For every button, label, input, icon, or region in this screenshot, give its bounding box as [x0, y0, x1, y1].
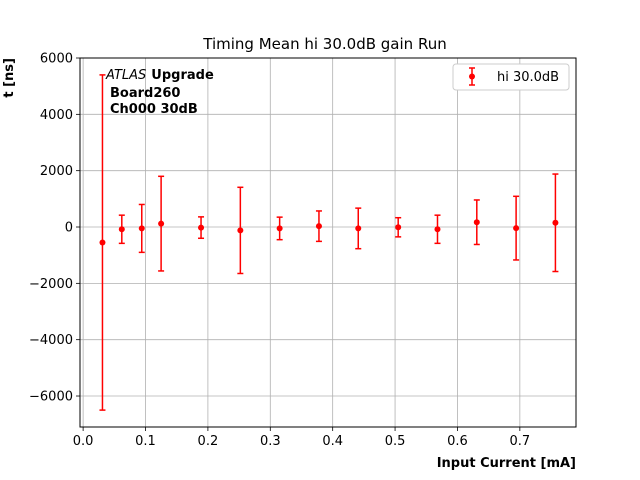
- x-tick-label: 0.0: [73, 434, 94, 449]
- x-tick-label: 0.7: [510, 434, 531, 449]
- x-axis-label: Input Current [mA]: [437, 456, 576, 471]
- x-tick-label: 0.5: [385, 434, 406, 449]
- data-marker: [198, 224, 205, 231]
- data-point: [434, 214, 441, 245]
- data-point: [99, 74, 106, 411]
- data-marker: [395, 224, 402, 231]
- data-point: [513, 195, 520, 261]
- data-marker: [434, 226, 441, 233]
- data-point: [315, 210, 322, 243]
- y-tick-label: 2000: [40, 164, 73, 179]
- y-tick-label: −2000: [29, 277, 73, 292]
- data-point: [552, 173, 559, 273]
- data-point: [138, 203, 145, 254]
- y-tick-label: 6000: [40, 52, 73, 67]
- y-tick-label: −4000: [29, 333, 73, 348]
- chart-title: Timing Mean hi 30.0dB gain Run: [202, 35, 446, 53]
- y-tick-label: −6000: [29, 390, 73, 405]
- data-point: [237, 186, 244, 275]
- data-marker: [315, 223, 322, 230]
- annotation-channel: Ch000 30dB: [110, 102, 198, 117]
- data-point: [118, 214, 125, 245]
- y-tick-label: 4000: [40, 108, 73, 123]
- legend-label: hi 30.0dB: [497, 70, 559, 85]
- x-tick-label: 0.4: [322, 434, 343, 449]
- y-tick-label: 0: [65, 221, 73, 236]
- y-axis-ticks: −6000 −4000 −2000 0 2000 4000 6000: [29, 52, 80, 405]
- data-marks: [99, 74, 559, 411]
- data-point: [395, 216, 402, 238]
- annotation: ATLAS Upgrade Board260 Ch000 30dB: [105, 68, 214, 117]
- data-marker: [237, 227, 244, 234]
- legend: hi 30.0dB: [452, 63, 570, 91]
- data-marker: [118, 226, 125, 233]
- annotation-board: Board260: [110, 86, 180, 101]
- x-tick-label: 0.2: [198, 434, 219, 449]
- data-marker: [473, 219, 480, 226]
- x-tick-label: 0.6: [447, 434, 468, 449]
- data-marker: [552, 219, 559, 226]
- data-point: [473, 199, 480, 246]
- grid: [80, 57, 576, 427]
- plot-frame: [79, 57, 577, 428]
- x-axis-ticks: 0.0 0.1 0.2 0.3 0.4 0.5 0.6 0.7: [73, 427, 530, 449]
- data-point: [355, 207, 362, 250]
- annotation-upgrade: Upgrade: [151, 68, 214, 83]
- x-tick-label: 0.1: [135, 434, 156, 449]
- data-marker: [138, 225, 145, 232]
- data-marker: [355, 225, 362, 232]
- data-point: [198, 216, 205, 240]
- x-tick-label: 0.3: [260, 434, 281, 449]
- data-marker: [158, 220, 165, 227]
- data-marker: [276, 225, 283, 232]
- legend-marker: [469, 67, 475, 86]
- data-marker: [513, 225, 520, 232]
- legend-dot: [469, 73, 475, 80]
- y-axis-label: t [ns]: [2, 58, 17, 98]
- annotation-atlas: ATLAS: [105, 68, 146, 83]
- data-point: [276, 216, 283, 241]
- legend-box: [452, 63, 570, 91]
- data-marker: [99, 239, 106, 246]
- data-point: [158, 175, 165, 272]
